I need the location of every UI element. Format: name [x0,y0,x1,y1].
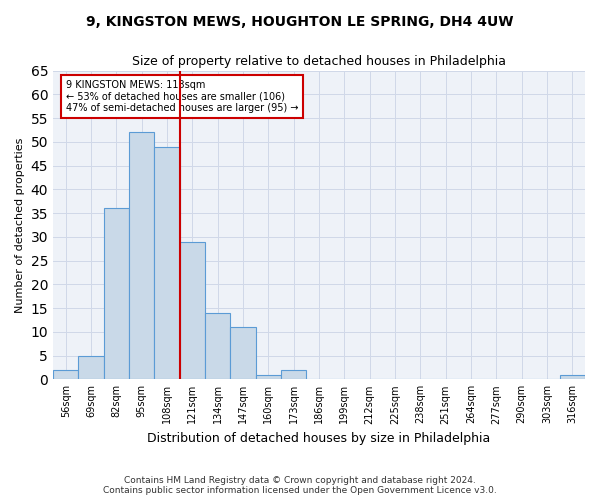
Text: 9, KINGSTON MEWS, HOUGHTON LE SPRING, DH4 4UW: 9, KINGSTON MEWS, HOUGHTON LE SPRING, DH… [86,15,514,29]
Bar [230,327,256,380]
Bar [129,132,154,380]
Text: 9 KINGSTON MEWS: 113sqm
← 53% of detached houses are smaller (106)
47% of semi-d: 9 KINGSTON MEWS: 113sqm ← 53% of detache… [66,80,298,114]
Text: Contains HM Land Registry data © Crown copyright and database right 2024.
Contai: Contains HM Land Registry data © Crown c… [103,476,497,495]
Bar [205,313,230,380]
Bar [79,356,104,380]
Bar [104,208,129,380]
Y-axis label: Number of detached properties: Number of detached properties [15,137,25,312]
Title: Size of property relative to detached houses in Philadelphia: Size of property relative to detached ho… [132,55,506,68]
Bar [154,146,179,380]
Bar [179,242,205,380]
Bar [560,374,585,380]
Bar [53,370,79,380]
X-axis label: Distribution of detached houses by size in Philadelphia: Distribution of detached houses by size … [148,432,491,445]
Bar [281,370,307,380]
Bar [256,374,281,380]
